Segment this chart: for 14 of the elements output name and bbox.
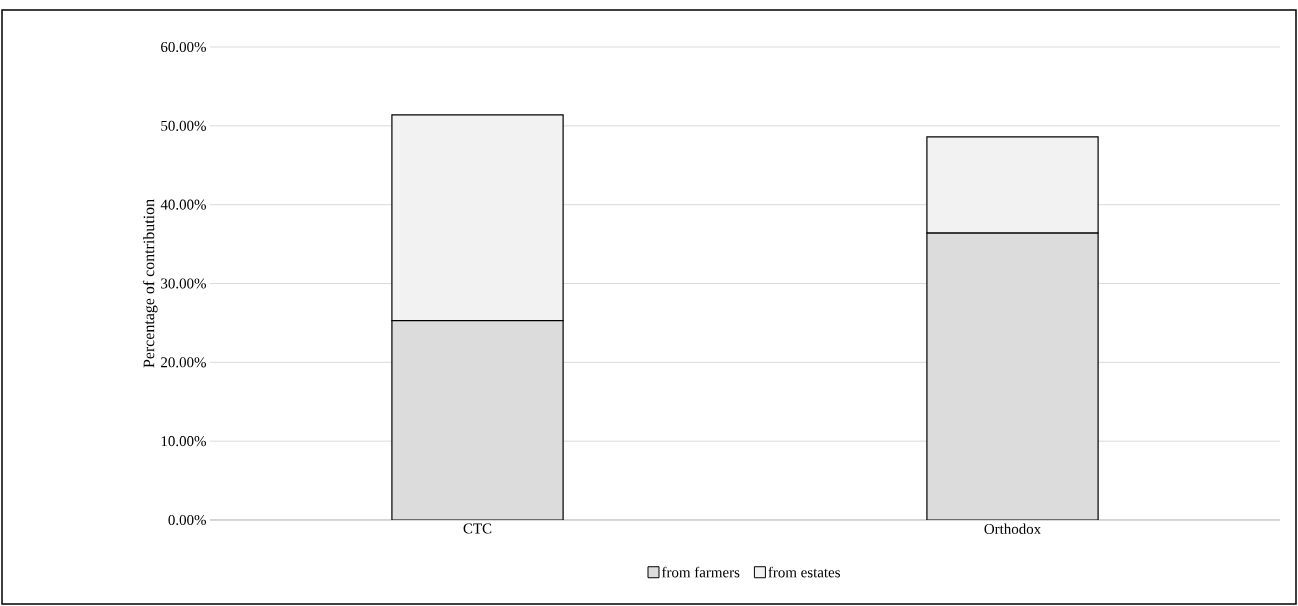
y-tick-label: 20.00% <box>161 357 206 368</box>
y-tick-label: 0.00% <box>168 514 206 526</box>
y-tick-label: 10.00% <box>161 436 206 447</box>
x-tick-label: CTC <box>463 523 492 534</box>
legend-label: from farmers <box>661 566 740 578</box>
y-tick-label: 40.00% <box>160 199 206 210</box>
y-tick-label: 50.00% <box>161 120 206 131</box>
y-tick-label: 60.00% <box>161 41 206 53</box>
legend-label: from estates <box>768 566 840 578</box>
y-axis-title: Percentage of contribution <box>142 199 158 368</box>
x-tick-label: Orthodox <box>984 523 1041 535</box>
y-tick-label: 30.00% <box>161 278 206 289</box>
bar <box>926 232 1099 520</box>
bar <box>391 319 564 520</box>
